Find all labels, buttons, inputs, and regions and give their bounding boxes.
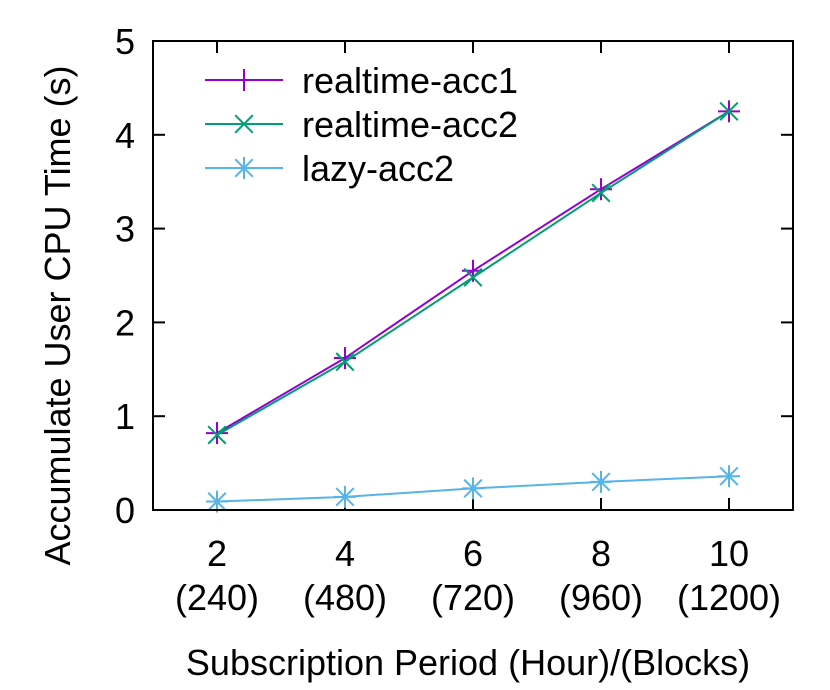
data-point xyxy=(719,101,739,121)
x-tick-label: 2 xyxy=(207,533,227,574)
x-axis-title: Subscription Period (Hour)/(Blocks) xyxy=(186,642,750,683)
x-tick-sublabel: (1200) xyxy=(677,577,781,618)
legend-marker xyxy=(233,157,255,179)
x-tick-sublabel: (720) xyxy=(431,577,515,618)
y-tick-label: 5 xyxy=(115,21,135,62)
data-point xyxy=(334,485,356,508)
y-tick-label: 4 xyxy=(115,115,135,156)
y-axis-ticks: 0 1 2 3 4 5 xyxy=(115,21,793,531)
legend-label: lazy-acc2 xyxy=(302,148,454,189)
data-point xyxy=(462,477,484,500)
legend-item: realtime-acc2 xyxy=(205,104,518,145)
data-point xyxy=(335,352,355,372)
data-point xyxy=(590,470,612,493)
data-point xyxy=(718,465,740,488)
x-tick-label: 4 xyxy=(335,533,355,574)
data-point xyxy=(206,422,228,445)
data-point xyxy=(207,425,227,445)
legend-item: lazy-acc2 xyxy=(205,148,454,189)
y-tick-label: 1 xyxy=(115,396,135,437)
legend-label: realtime-acc1 xyxy=(302,60,518,101)
series-realtime-acc1 xyxy=(206,100,740,445)
y-axis-title: Accumulate User CPU Time (s) xyxy=(37,65,78,565)
data-point xyxy=(591,183,611,203)
data-point xyxy=(463,267,483,287)
x-tick-label: 10 xyxy=(709,533,749,574)
series-lazy-acc2 xyxy=(206,465,740,513)
y-tick-label: 2 xyxy=(115,302,135,343)
x-tick-sublabel: (240) xyxy=(175,577,259,618)
legend-marker xyxy=(233,69,255,91)
x-tick-label: 8 xyxy=(591,533,611,574)
x-tick-sublabel: (960) xyxy=(559,577,643,618)
plot-area-frame xyxy=(152,40,794,511)
series-realtime-acc2 xyxy=(207,101,739,445)
legend-item: realtime-acc1 xyxy=(205,60,518,101)
legend-marker xyxy=(234,114,254,134)
legend-label: realtime-acc2 xyxy=(302,104,518,145)
x-tick-sublabel: (480) xyxy=(303,577,387,618)
data-point xyxy=(206,490,228,513)
y-tick-label: 3 xyxy=(115,209,135,250)
y-tick-label: 0 xyxy=(115,490,135,531)
series-layer xyxy=(206,100,740,513)
x-tick-label: 6 xyxy=(463,533,483,574)
x-axis-ticks: 2(240) 4(480) 6(720) 8(960) 10(1200) xyxy=(175,41,781,618)
